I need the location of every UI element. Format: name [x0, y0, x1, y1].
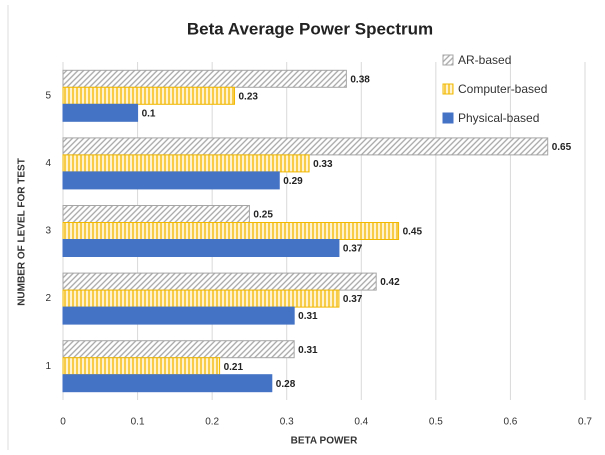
y-tick-label: 2: [45, 293, 51, 304]
data-label: 0.28: [276, 379, 296, 390]
legend-label: Computer-based: [458, 82, 547, 96]
data-label: 0.37: [343, 244, 363, 255]
bar: [62, 306, 295, 325]
x-tick-label: 0.5: [429, 417, 443, 428]
data-label: 0.23: [239, 91, 259, 102]
bar: [62, 103, 139, 122]
bar: [62, 357, 221, 376]
bar: [62, 171, 280, 190]
y-tick-label: 4: [45, 158, 51, 169]
data-label: 0.45: [403, 227, 423, 238]
x-tick-label: 0.1: [131, 417, 145, 428]
x-tick-label: 0.3: [280, 417, 294, 428]
bar: [62, 137, 549, 156]
data-label: 0.65: [552, 142, 572, 153]
bar: [62, 69, 347, 88]
data-label: 0.29: [283, 176, 303, 187]
y-tick-label: 5: [45, 90, 51, 101]
data-label: 0.42: [380, 277, 400, 288]
legend-swatch: [442, 112, 454, 124]
bar: [62, 340, 295, 359]
y-tick-label: 1: [45, 361, 51, 372]
x-axis-label: BETA POWER: [291, 436, 358, 447]
legend-label: Physical-based: [458, 111, 539, 125]
y-axis-label: NUMBER OF LEVEL FOR TEST: [17, 158, 28, 306]
data-label: 0.31: [298, 345, 318, 356]
x-tick-label: 0.6: [503, 417, 517, 428]
bar: [62, 205, 250, 223]
data-label: 0.25: [253, 210, 273, 221]
data-label: 0.38: [350, 74, 370, 85]
x-tick-label: 0.2: [205, 417, 219, 428]
data-label: 0.1: [142, 108, 156, 119]
data-label: 0.31: [298, 311, 318, 322]
bar: [62, 222, 400, 240]
legend-swatch: [442, 54, 454, 66]
bar: [62, 239, 340, 257]
data-label: 0.33: [313, 159, 333, 170]
legend-label: AR-based: [458, 53, 511, 67]
bar: [62, 86, 236, 105]
x-tick-label: 0.4: [354, 417, 368, 428]
x-tick-label: 0: [60, 417, 66, 428]
chart-title: Beta Average Power Spectrum: [187, 19, 433, 38]
y-tick-label: 3: [45, 226, 51, 237]
bar: [62, 374, 273, 393]
legend-swatch: [442, 83, 454, 95]
x-tick-label: 0.7: [578, 417, 592, 428]
bar: [62, 289, 340, 308]
data-label: 0.21: [224, 362, 244, 373]
bar: [62, 272, 377, 291]
data-label: 0.37: [343, 294, 363, 305]
bar: [62, 154, 310, 173]
